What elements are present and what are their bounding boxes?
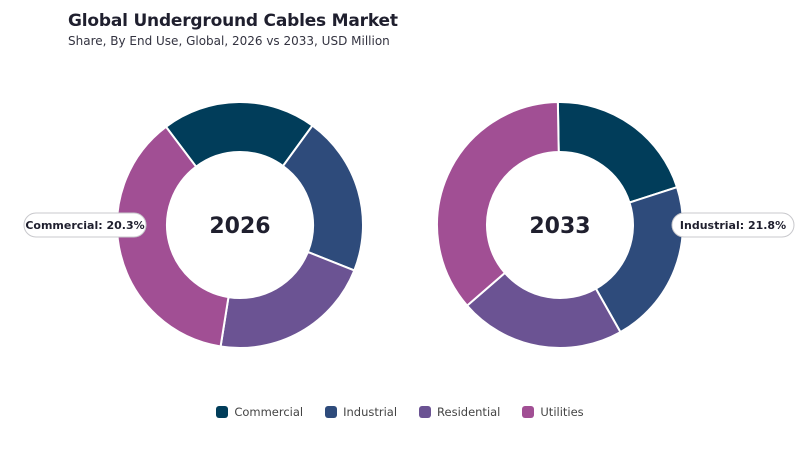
legend-swatch xyxy=(216,406,229,418)
legend-label: Utilities xyxy=(540,405,584,419)
slice-utilities[interactable] xyxy=(116,125,230,348)
chart-title: Global Underground Cables Market xyxy=(68,11,398,31)
callout-box xyxy=(23,212,147,238)
chart-subtitle: Share, By End Use, Global, 2026 vs 2033,… xyxy=(68,34,390,48)
callout-label: Commercial: 20.3% xyxy=(25,219,144,232)
legend-swatch xyxy=(419,406,432,418)
legend-label: Residential xyxy=(437,405,501,419)
legend-swatch xyxy=(325,406,338,418)
slice-residential[interactable] xyxy=(219,250,356,349)
legend-item-utilities[interactable]: Utilities xyxy=(522,405,584,419)
center-label: 2026 xyxy=(209,214,270,239)
legend-item-industrial[interactable]: Industrial xyxy=(325,405,397,419)
callout-box xyxy=(671,212,795,238)
legend-item-residential[interactable]: Residential xyxy=(419,405,500,419)
slice-commercial[interactable] xyxy=(556,101,679,204)
callout-label: Industrial: 21.8% xyxy=(680,219,786,232)
center-label: 2033 xyxy=(529,214,590,239)
legend-label: Commercial xyxy=(234,405,304,419)
legend-label: Industrial xyxy=(343,405,398,419)
legend-item-commercial[interactable]: Commercial xyxy=(216,405,303,419)
slice-utilities[interactable] xyxy=(436,101,560,308)
donut-2033: 2033 Industrial: 21.8% xyxy=(436,101,795,349)
legend: Commercial Industrial Residential Utilit… xyxy=(0,405,800,419)
donut-2026: 2026 Commercial: 20.3% xyxy=(23,101,364,349)
legend-swatch xyxy=(522,406,535,418)
